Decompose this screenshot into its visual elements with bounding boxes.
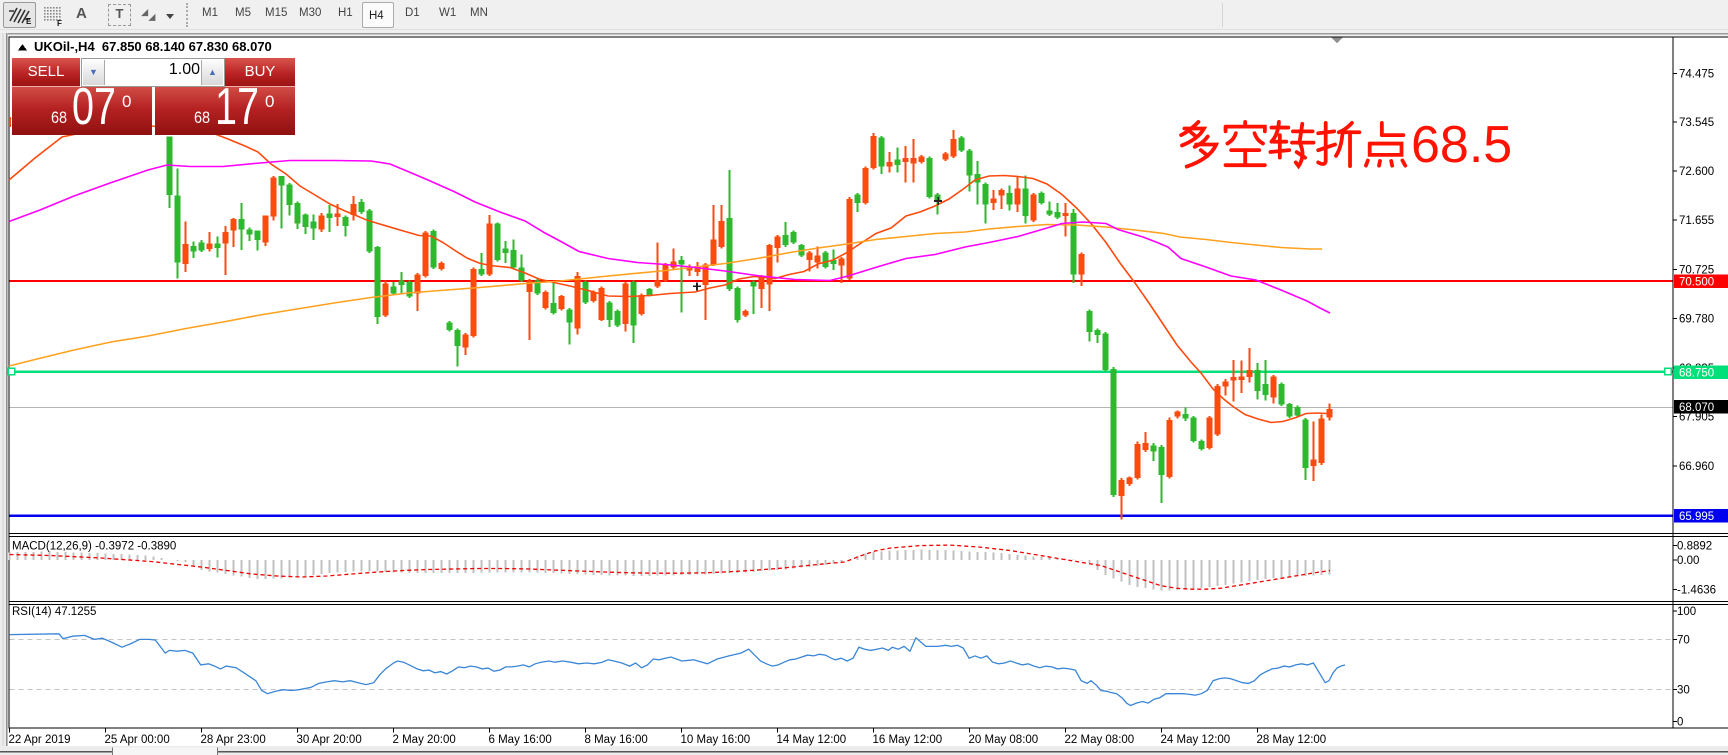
svg-text:0.00: 0.00 <box>1677 555 1699 567</box>
svg-text:28 Apr 23:00: 28 Apr 23:00 <box>201 734 266 746</box>
svg-text:UKOil-,H4 67.850 68.140 67.83: UKOil-,H4 67.850 68.140 67.830 68.070 <box>34 39 272 54</box>
svg-text:E: E <box>26 17 32 26</box>
svg-text:22 Apr 2019: 22 Apr 2019 <box>9 734 71 746</box>
svg-text:69.780: 69.780 <box>1679 314 1714 326</box>
svg-text:RSI(14) 47.1255: RSI(14) 47.1255 <box>12 606 96 618</box>
svg-text:28 May 12:00: 28 May 12:00 <box>1257 734 1327 746</box>
svg-text:73.545: 73.545 <box>1679 117 1714 129</box>
svg-text:6 May 16:00: 6 May 16:00 <box>489 734 552 746</box>
svg-text:67.905: 67.905 <box>1679 412 1714 424</box>
svg-text:68.750: 68.750 <box>1679 367 1714 379</box>
svg-text:70.725: 70.725 <box>1679 264 1714 276</box>
svg-text:72.600: 72.600 <box>1679 166 1714 178</box>
svg-text:24 May 12:00: 24 May 12:00 <box>1161 734 1231 746</box>
svg-text:30: 30 <box>1677 684 1690 696</box>
svg-text:100: 100 <box>1677 606 1696 618</box>
svg-text:-1.4636: -1.4636 <box>1677 585 1716 597</box>
svg-text:MACD(12,26,9) -0.3972 -0.3890: MACD(12,26,9) -0.3972 -0.3890 <box>12 541 176 553</box>
svg-text:20 May 08:00: 20 May 08:00 <box>969 734 1039 746</box>
svg-text:0.8892: 0.8892 <box>1677 541 1712 553</box>
svg-text:10 May 16:00: 10 May 16:00 <box>681 734 751 746</box>
svg-text:68.070: 68.070 <box>1679 402 1714 414</box>
svg-text:71.655: 71.655 <box>1679 215 1714 227</box>
svg-text:68.5: 68.5 <box>1411 116 1512 174</box>
svg-text:0: 0 <box>1677 717 1683 729</box>
svg-text:8 May 16:00: 8 May 16:00 <box>585 734 648 746</box>
svg-text:14 May 12:00: 14 May 12:00 <box>777 734 847 746</box>
svg-text:22 May 08:00: 22 May 08:00 <box>1065 734 1135 746</box>
svg-text:16 May 12:00: 16 May 12:00 <box>873 734 943 746</box>
svg-text:70: 70 <box>1677 634 1690 646</box>
svg-text:65.995: 65.995 <box>1679 511 1714 523</box>
svg-text:70.500: 70.500 <box>1679 276 1714 288</box>
svg-text:25 Apr 00:00: 25 Apr 00:00 <box>105 734 170 746</box>
svg-text:30 Apr 20:00: 30 Apr 20:00 <box>297 734 362 746</box>
svg-text:F: F <box>57 19 62 28</box>
svg-text:74.475: 74.475 <box>1679 69 1714 81</box>
svg-text:2 May 20:00: 2 May 20:00 <box>393 734 456 746</box>
svg-text:66.960: 66.960 <box>1679 461 1714 473</box>
